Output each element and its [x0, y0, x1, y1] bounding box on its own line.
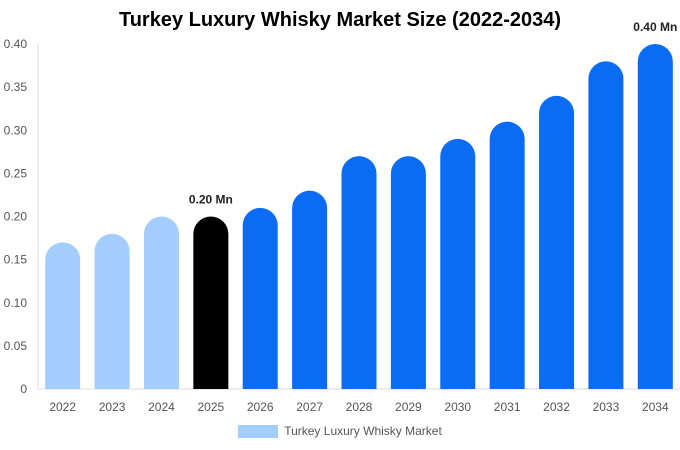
y-tick-label: 0.40	[4, 37, 28, 51]
data-label-2025: 0.20 Mn	[189, 193, 233, 207]
x-tick-label: 2023	[99, 400, 126, 414]
bar-2033	[588, 61, 624, 389]
x-tick-label: 2022	[49, 400, 76, 414]
data-label-2034: 0.40 Mn	[633, 20, 677, 34]
x-tick-label: 2030	[444, 400, 471, 414]
bar-2027	[292, 190, 328, 389]
y-tick-label: 0.30	[4, 123, 28, 137]
bar-2034	[637, 44, 673, 389]
legend-label: Turkey Luxury Whisky Market	[284, 424, 442, 438]
legend: Turkey Luxury Whisky Market	[0, 424, 680, 438]
x-tick-label: 2027	[296, 400, 323, 414]
x-tick-label: 2024	[148, 400, 175, 414]
bar-2032	[539, 95, 575, 389]
y-tick-label: 0.05	[4, 339, 28, 353]
y-tick-label: 0.10	[4, 296, 28, 310]
y-tick-label: 0.25	[4, 166, 28, 180]
bar-2031	[489, 121, 525, 389]
y-tick-label: 0.20	[4, 210, 28, 224]
x-tick-label: 2025	[197, 400, 224, 414]
y-tick-label: 0	[20, 382, 27, 396]
chart-labels: 2022 2023 2024 2025 2026 2027 2028 2029 2030 2031…	[49, 20, 677, 414]
bar-2030	[440, 138, 476, 389]
x-tick-label: 2028	[346, 400, 373, 414]
legend-swatch	[238, 424, 279, 438]
y-tick-label: 0.15	[4, 253, 28, 267]
chart-bars	[45, 44, 673, 389]
x-tick-label: 2034	[642, 400, 669, 414]
bar-2024	[143, 216, 179, 389]
bar-2026	[242, 207, 278, 389]
bar-2023	[94, 233, 130, 389]
bar-2028	[341, 156, 377, 389]
y-tick-label: 0.35	[4, 80, 28, 94]
bar-2025	[193, 216, 229, 389]
chart-title: Turkey Luxury Whisky Market Size (2022-2…	[118, 9, 562, 31]
bar-2029	[390, 156, 426, 389]
x-tick-label: 2031	[494, 400, 521, 414]
x-tick-label: 2029	[395, 400, 422, 414]
x-tick-label: 2026	[247, 400, 274, 414]
x-tick-label: 2032	[543, 400, 570, 414]
bar-2022	[45, 242, 81, 389]
x-tick-label: 2033	[593, 400, 620, 414]
